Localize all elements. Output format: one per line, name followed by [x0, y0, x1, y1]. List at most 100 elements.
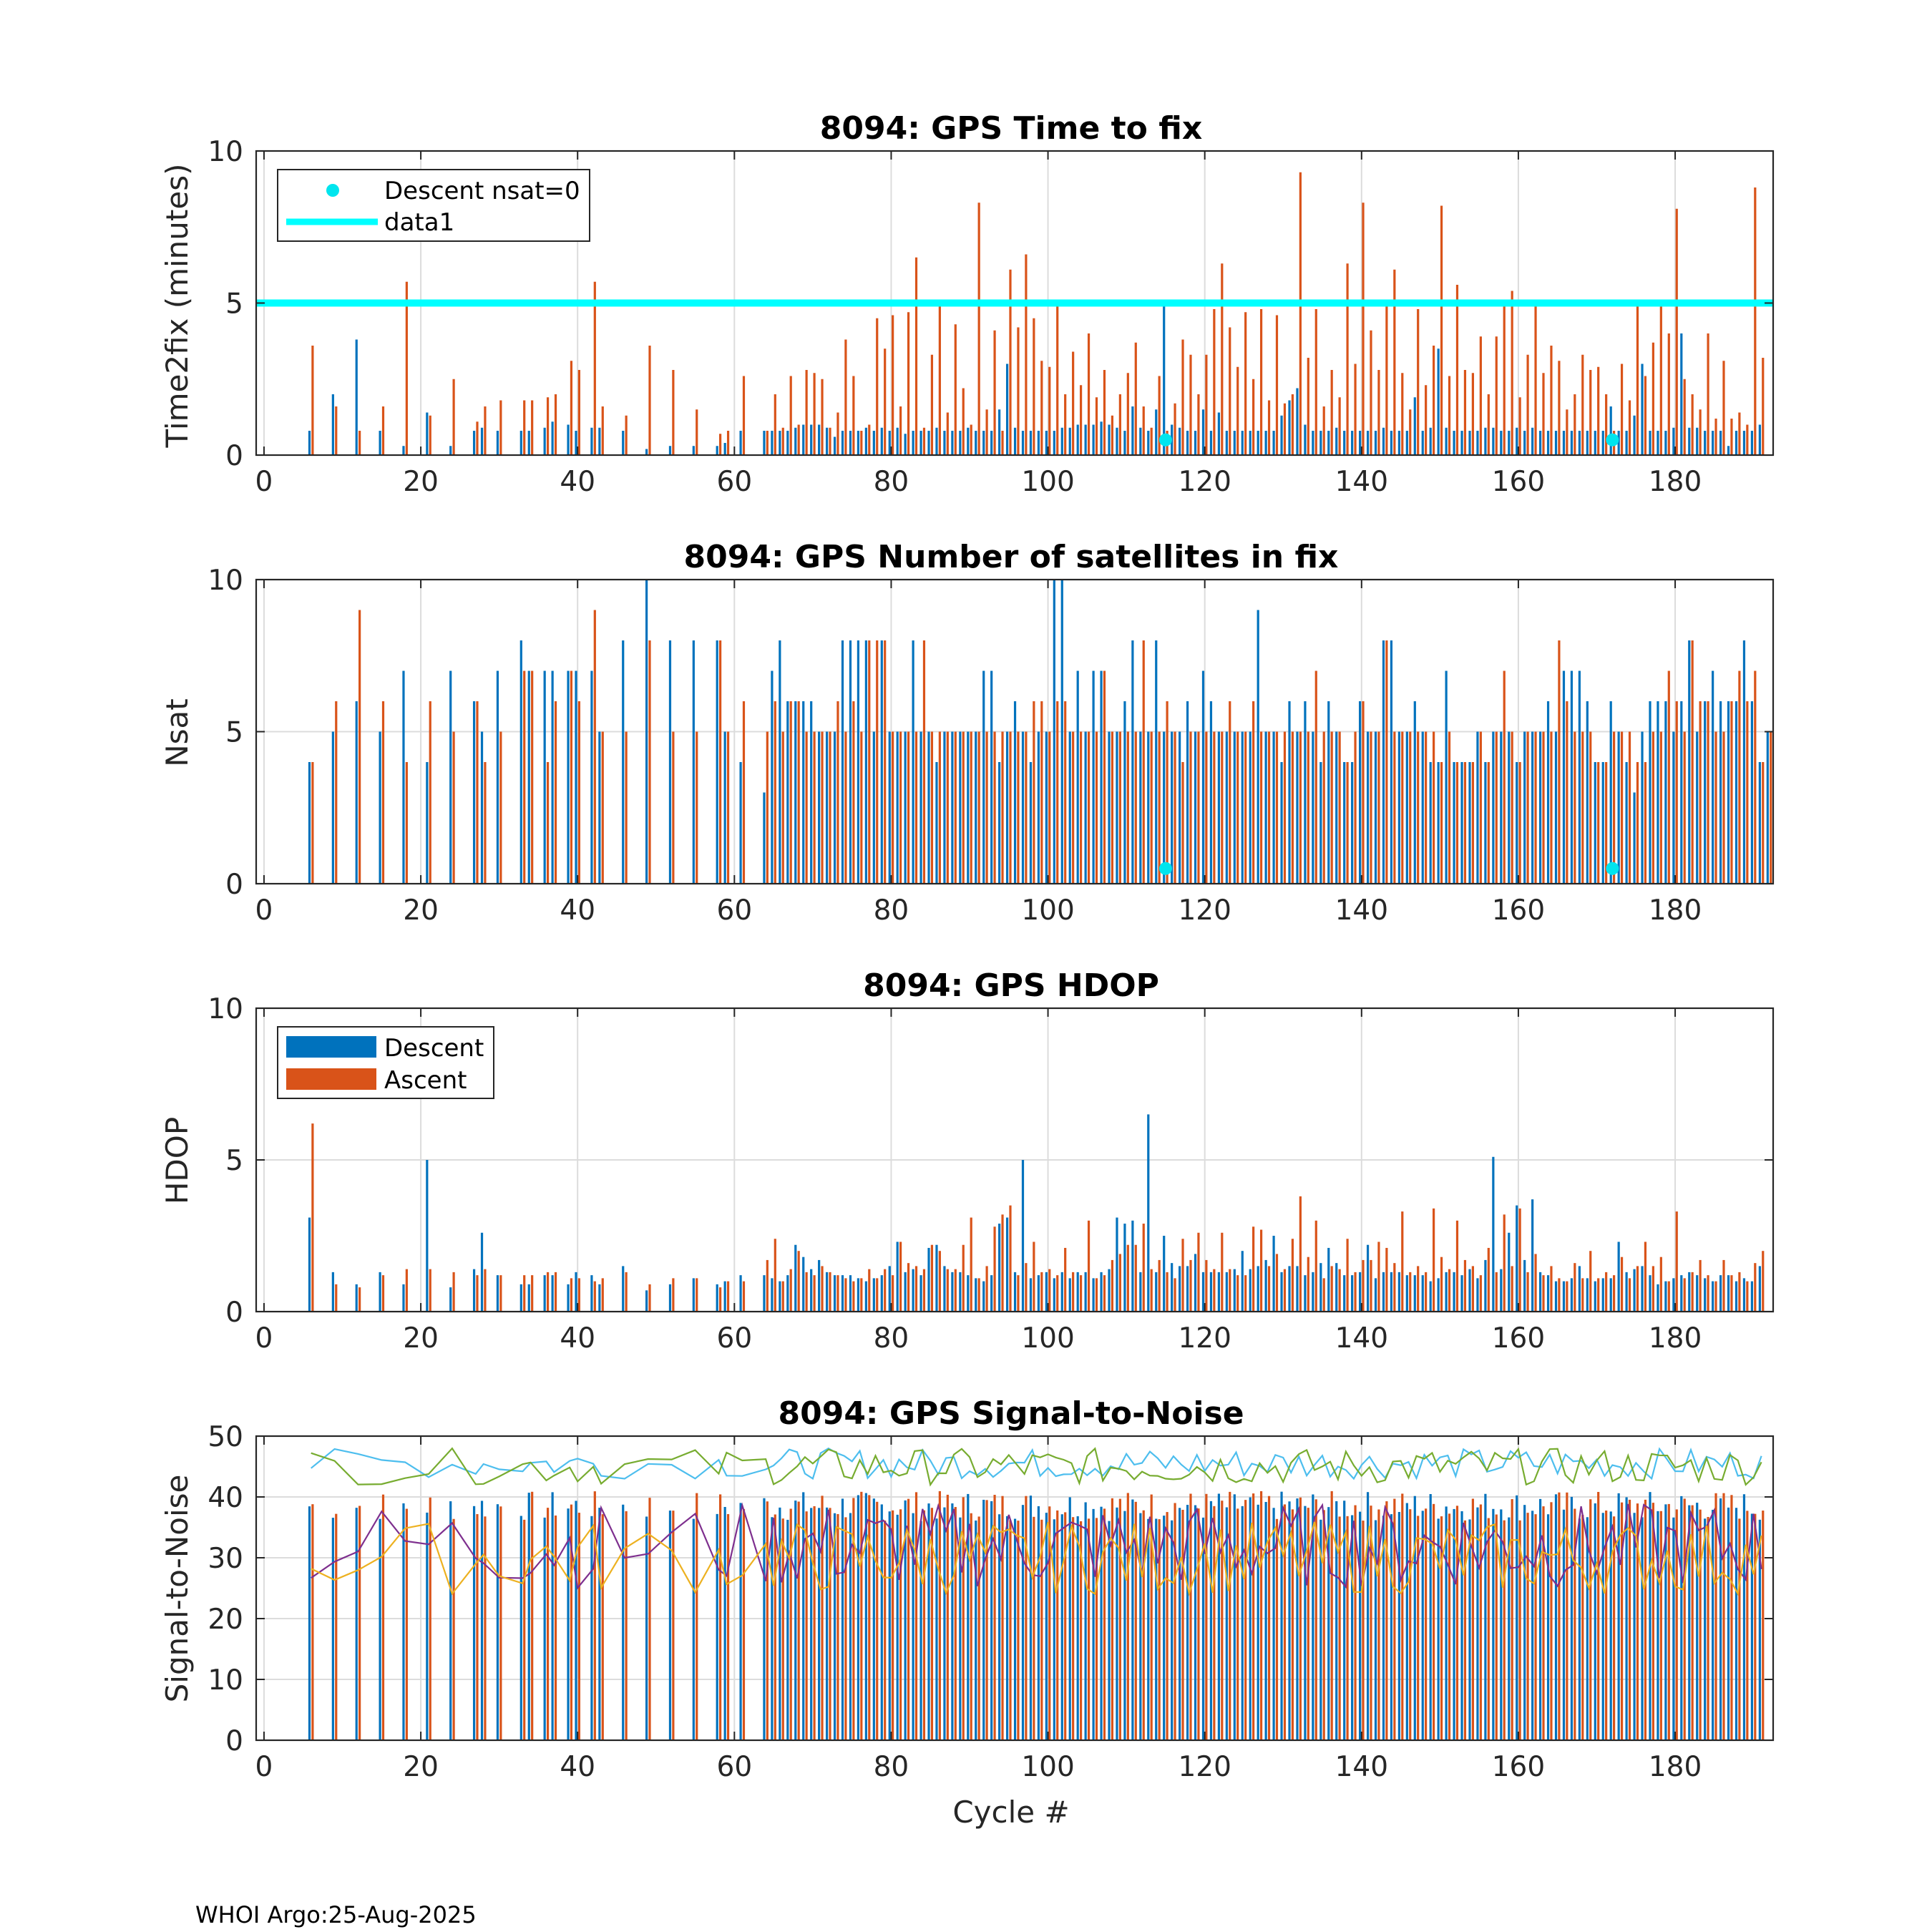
- bar-ascent: [1291, 731, 1294, 884]
- y-tick-label: 10: [208, 565, 243, 597]
- bar-descent: [1735, 1508, 1738, 1740]
- bar-ascent: [1738, 412, 1741, 455]
- bar-descent: [1742, 1278, 1746, 1312]
- x-tick-label: 180: [1649, 466, 1702, 498]
- bar-descent: [1460, 1511, 1463, 1740]
- bar-ascent: [381, 1275, 385, 1312]
- bar-descent: [1735, 1281, 1738, 1312]
- bar-descent: [1366, 1244, 1370, 1312]
- bar-descent: [1688, 1272, 1691, 1312]
- bar-descent: [849, 640, 852, 884]
- bar-ascent: [805, 370, 808, 455]
- bar-ascent: [1009, 269, 1012, 455]
- bar-descent: [1327, 1507, 1330, 1740]
- bar-descent: [1194, 431, 1197, 455]
- bar-ascent: [1699, 409, 1702, 455]
- bar-ascent: [570, 1278, 573, 1312]
- bar-descent: [771, 1278, 774, 1312]
- bar-ascent: [1252, 379, 1255, 455]
- bar-descent: [1664, 1281, 1667, 1312]
- bar-descent: [1209, 701, 1213, 884]
- x-tick-label: 20: [403, 1751, 439, 1783]
- bar-ascent: [1174, 1503, 1176, 1740]
- bar-descent: [1609, 1278, 1612, 1312]
- bar-ascent: [1244, 731, 1247, 884]
- bar-ascent: [884, 348, 887, 455]
- panel-time-to-fix: 8094: GPS Time to fix Time2fix (minutes)…: [160, 110, 1775, 498]
- y-tick-label: 30: [208, 1543, 243, 1575]
- y-axis-label: HDOP: [160, 1117, 195, 1204]
- bar-descent: [1319, 762, 1322, 884]
- bar-descent: [1594, 1281, 1596, 1312]
- bar-descent: [1617, 731, 1620, 884]
- bar-ascent: [977, 731, 980, 884]
- y-tick-label: 0: [225, 869, 243, 901]
- bar-ascent: [1048, 731, 1051, 884]
- bar-descent: [1351, 431, 1354, 455]
- bar-ascent: [1511, 1266, 1513, 1312]
- x-tick-label: 140: [1335, 1751, 1388, 1783]
- bar-ascent: [1433, 346, 1435, 455]
- bar-descent: [1076, 424, 1079, 455]
- bar-descent: [919, 431, 922, 455]
- bar-ascent: [1197, 394, 1200, 455]
- bar-descent: [1766, 731, 1769, 884]
- legend-descent-swatch-icon: [286, 1036, 376, 1058]
- bar-descent: [1351, 1515, 1354, 1740]
- bar-descent: [1147, 1114, 1150, 1312]
- x-tick-label: 120: [1178, 894, 1231, 927]
- bar-descent: [1179, 427, 1181, 455]
- bar-descent: [872, 1278, 875, 1312]
- bar-ascent: [1597, 1278, 1600, 1312]
- bar-ascent: [1033, 701, 1035, 884]
- bar-descent: [1429, 427, 1432, 455]
- bar-descent: [1045, 1513, 1048, 1740]
- bar-descent: [1037, 431, 1040, 455]
- bar-ascent: [1675, 701, 1678, 884]
- bar-ascent: [954, 1269, 957, 1312]
- bar-ascent: [1644, 1499, 1647, 1740]
- bar-ascent: [1040, 1272, 1043, 1312]
- bar-descent: [1343, 762, 1346, 884]
- bar-ascent: [1542, 1275, 1545, 1312]
- bar-ascent: [1558, 1278, 1561, 1312]
- bar-descent: [927, 431, 930, 455]
- bar-descent: [1500, 1509, 1503, 1740]
- bar-ascent: [531, 400, 534, 455]
- bar-descent: [1171, 1520, 1174, 1740]
- bar-descent: [825, 731, 829, 884]
- bar-descent: [967, 1275, 970, 1312]
- bar-descent: [975, 431, 977, 455]
- bar-descent: [472, 701, 476, 884]
- bar-descent: [1664, 1504, 1667, 1740]
- x-tick-label: 140: [1335, 1322, 1388, 1355]
- y-axis-label: Time2fix (minutes): [160, 164, 195, 449]
- bar-ascent: [1636, 1503, 1639, 1740]
- descent-nsat0-marker: [1158, 862, 1172, 875]
- bar-descent: [1649, 431, 1652, 455]
- bar-ascent: [1338, 1516, 1341, 1740]
- bar-ascent: [1134, 731, 1137, 884]
- bar-descent: [519, 1516, 522, 1740]
- bar-ascent: [1574, 731, 1576, 884]
- bar-descent: [1727, 1275, 1730, 1312]
- bar-descent: [402, 1503, 405, 1740]
- bar-descent: [527, 431, 530, 455]
- bar-ascent: [1644, 376, 1647, 455]
- bar-ascent: [1299, 1497, 1302, 1740]
- bar-ascent: [1574, 1263, 1576, 1312]
- bar-descent: [1664, 701, 1667, 884]
- bar-ascent: [836, 1513, 839, 1740]
- bar-ascent: [1236, 366, 1239, 455]
- bar-ascent: [1244, 1275, 1247, 1312]
- bar-ascent: [970, 731, 972, 884]
- bar-descent: [1641, 364, 1644, 455]
- bar-ascent: [625, 1272, 628, 1312]
- bar-descent: [402, 446, 405, 455]
- bar-ascent: [1425, 385, 1428, 455]
- bar-descent: [951, 1272, 954, 1312]
- bar-descent: [1163, 1516, 1166, 1740]
- bar-ascent: [1033, 1516, 1035, 1740]
- bar-ascent: [930, 1244, 934, 1312]
- panel-hdop: 8094: GPS HDOP HDOP 0 20 40 60 80 100 120 140 16…: [160, 967, 1775, 1355]
